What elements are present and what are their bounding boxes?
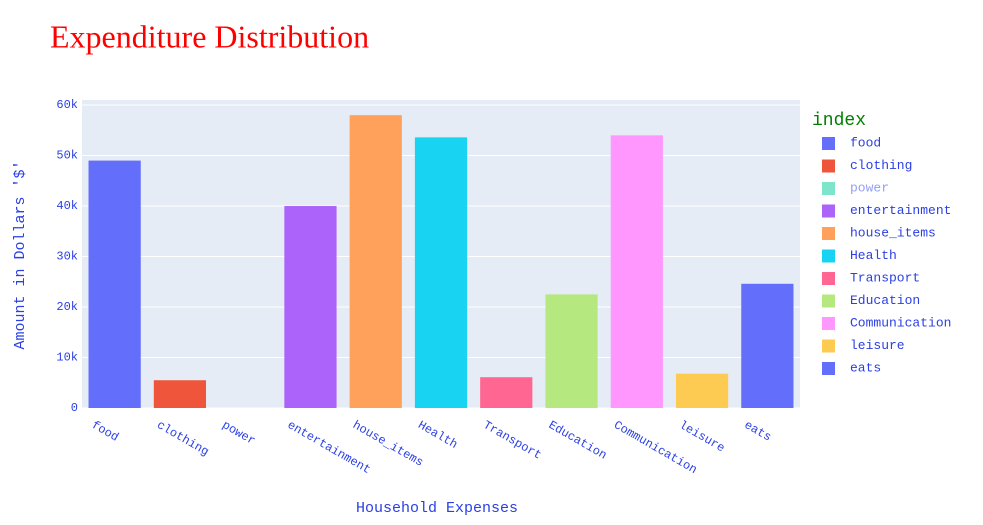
legend-entry: Transport — [850, 270, 920, 285]
legend-swatch — [822, 362, 835, 375]
x-tick-label: clothing — [154, 418, 211, 459]
bar — [349, 115, 402, 409]
legend-swatch — [822, 227, 835, 240]
legend-entry: clothing — [850, 158, 912, 173]
bar — [153, 380, 207, 408]
legend-entry: Health — [850, 248, 897, 263]
legend-entry: eats — [850, 360, 881, 375]
legend-swatch — [822, 159, 835, 173]
bar — [741, 283, 794, 408]
bar — [545, 294, 598, 408]
y-tick-label: 50k — [56, 149, 78, 163]
y-axis-label: Amount in Dollars '$' — [12, 160, 29, 349]
bar — [675, 373, 729, 408]
legend-entry: entertainment — [850, 203, 951, 218]
legend-swatch — [822, 317, 835, 330]
legend-title: index — [812, 111, 866, 131]
x-tick-label: food — [89, 418, 121, 445]
legend-entry: power — [850, 180, 889, 195]
legend-swatch — [822, 249, 835, 263]
bar — [610, 135, 663, 408]
y-tick-label: 30k — [56, 250, 78, 264]
y-tick-label: 10k — [56, 351, 78, 365]
bar — [480, 377, 533, 408]
bar — [284, 206, 337, 408]
x-tick-label: Transport — [481, 418, 544, 463]
bar — [88, 160, 141, 408]
x-tick-label: leisure — [677, 418, 728, 455]
x-tick-label: eats — [742, 418, 774, 445]
legend-entry: food — [850, 135, 881, 150]
legend-entry: leisure — [850, 338, 905, 353]
legend-swatch — [822, 272, 835, 285]
legend-swatch — [822, 204, 835, 218]
bar — [414, 137, 468, 408]
y-tick-label: 0 — [71, 401, 78, 415]
x-tick-label: Health — [415, 418, 459, 452]
legend-swatch — [822, 137, 835, 150]
y-tick-label: 40k — [56, 199, 78, 213]
legend-swatch — [822, 339, 835, 353]
y-tick-label: 20k — [56, 300, 78, 314]
x-tick-label: Education — [546, 418, 609, 463]
legend-entry: house_items — [850, 225, 936, 240]
x-tick-label: power — [220, 418, 258, 448]
y-tick-label: 60k — [56, 98, 78, 112]
legend-entry: Communication — [850, 315, 951, 330]
legend-swatch — [822, 294, 835, 308]
legend-entry: Education — [850, 293, 920, 308]
chart-title: Expenditure Distribution — [50, 18, 369, 54]
x-axis-label: Household Expenses — [356, 500, 518, 517]
legend-swatch — [822, 182, 835, 195]
